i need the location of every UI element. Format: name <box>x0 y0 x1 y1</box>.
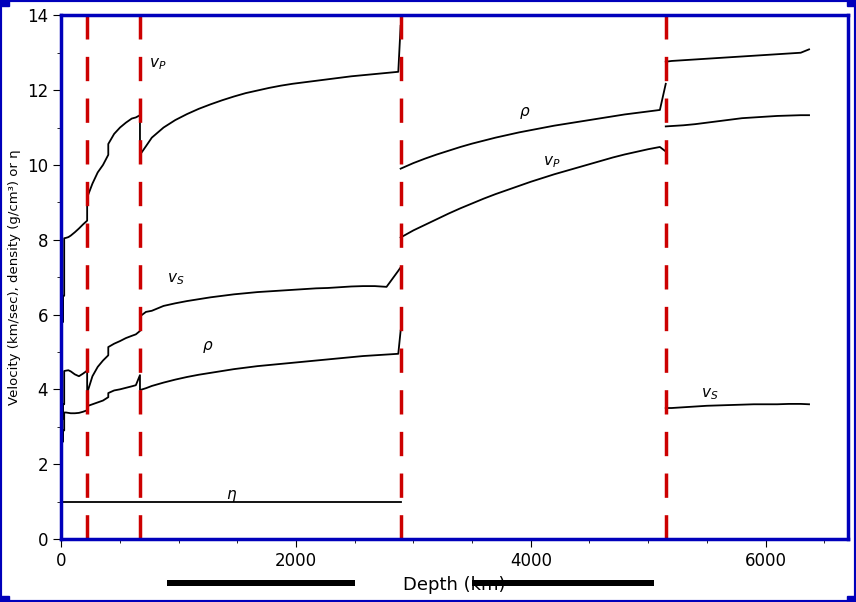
Bar <box>473 580 654 586</box>
Text: $\eta$: $\eta$ <box>226 488 237 503</box>
Y-axis label: Velocity (km/sec), density (g/cm³) or η: Velocity (km/sec), density (g/cm³) or η <box>9 149 21 405</box>
Text: $v_S$: $v_S$ <box>701 386 718 402</box>
Text: $\rho$: $\rho$ <box>519 105 531 122</box>
X-axis label: Depth (km): Depth (km) <box>403 576 506 594</box>
Text: $v_S$: $v_S$ <box>167 272 184 287</box>
Bar <box>167 580 354 586</box>
Text: $v_P$: $v_P$ <box>543 154 560 170</box>
Text: $\rho$: $\rho$ <box>202 339 214 355</box>
Text: $v_P$: $v_P$ <box>149 57 167 72</box>
